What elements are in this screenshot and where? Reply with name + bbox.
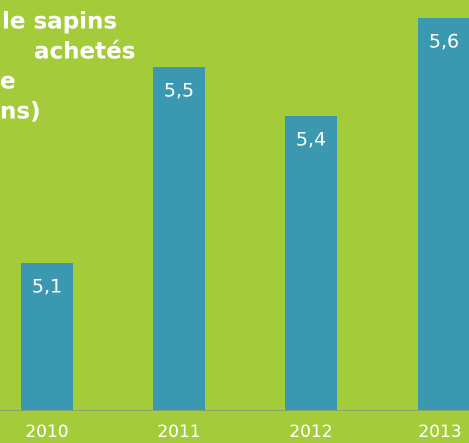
bar	[153, 67, 205, 410]
chart-title-line: e	[0, 69, 16, 95]
x-tick-label: 2012	[289, 422, 332, 442]
value-label: 5,4	[296, 129, 326, 151]
chart-title-line: achetés	[34, 39, 135, 65]
bar	[418, 18, 469, 410]
bar	[285, 116, 337, 410]
value-label: 5,1	[32, 276, 62, 298]
chart-title-line: le sapins	[2, 9, 117, 35]
value-label: 5,5	[164, 80, 194, 102]
chart-title-line: ns)	[0, 99, 41, 125]
x-tick-label: 2013	[418, 422, 461, 442]
value-label: 5,6	[429, 31, 459, 53]
x-tick-label: 2011	[157, 422, 200, 442]
x-tick-label: 2010	[25, 422, 68, 442]
bar	[21, 263, 73, 410]
